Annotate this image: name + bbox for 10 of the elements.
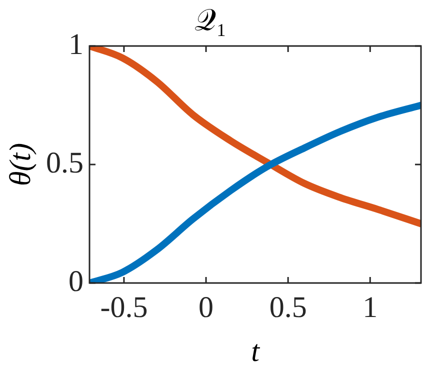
x-tick-label: 0.5 bbox=[269, 290, 307, 324]
x-tick-label: -0.5 bbox=[100, 290, 148, 324]
y-tick-label: 0 bbox=[68, 264, 84, 298]
y-tick-label: 1 bbox=[68, 28, 84, 61]
y-tick-label: 0.5 bbox=[46, 146, 84, 180]
chart-title: 𝒬₁ bbox=[194, 4, 227, 37]
x-tick-label: 0 bbox=[198, 290, 214, 324]
x-tick-label: 1 bbox=[362, 290, 378, 324]
x-axis-title: t bbox=[251, 334, 260, 368]
y-axis-title: θ(t) bbox=[4, 142, 37, 186]
